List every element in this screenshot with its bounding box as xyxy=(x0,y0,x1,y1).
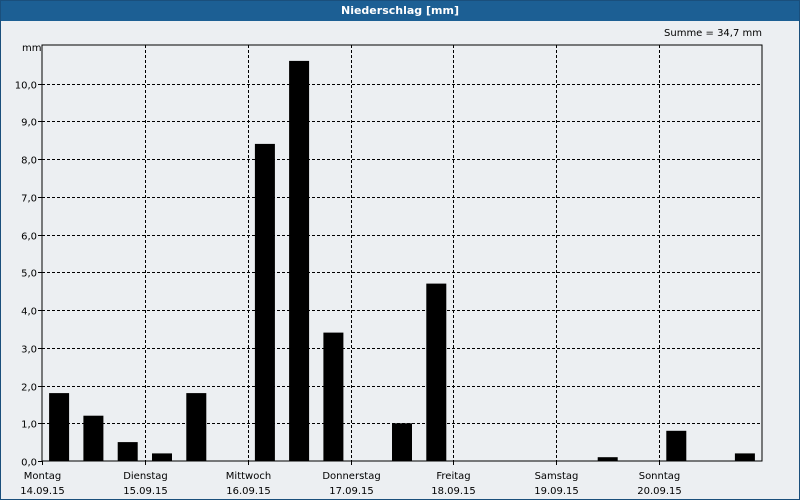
day-name-label: Samstag xyxy=(535,471,579,482)
precipitation-bar xyxy=(117,442,138,461)
y-tick-label: 6,0 xyxy=(21,232,37,243)
precipitation-bar xyxy=(254,143,275,461)
day-date-label: 18.09.15 xyxy=(431,486,476,497)
day-date-label: 14.09.15 xyxy=(20,486,65,497)
day-name-label: Freitag xyxy=(436,471,470,482)
y-tick-label: 2,0 xyxy=(21,383,37,394)
y-tick-label: 1,0 xyxy=(21,420,37,431)
x-axis: Montag 14.09.15 Dienstag 15.09.15 Mittwoch 16… xyxy=(20,461,682,497)
y-tick-label: 8,0 xyxy=(21,156,37,167)
chart-title: Niederschlag [mm] xyxy=(1,1,799,21)
precipitation-bar xyxy=(186,393,207,461)
y-tick-label: 10,0 xyxy=(15,81,37,92)
y-tick-label: 3,0 xyxy=(21,345,37,356)
y-tick-label: 9,0 xyxy=(21,118,37,129)
day-name-label: Montag xyxy=(24,471,61,482)
plot-border xyxy=(41,44,763,462)
precipitation-bar xyxy=(426,283,447,461)
y-tick-label: 5,0 xyxy=(21,269,37,280)
y-axis: 0,0 1,0 2,0 3,0 4,0 5,0 6,0 7,0 8,0 9,0 10,0 xyxy=(15,81,42,469)
day-name-label: Sonntag xyxy=(639,471,681,482)
precipitation-bar xyxy=(49,393,70,461)
day-date-label: 16.09.15 xyxy=(226,486,271,497)
y-tick-label: 0,0 xyxy=(21,458,37,469)
precipitation-bar xyxy=(83,415,104,461)
precipitation-bar xyxy=(597,457,618,461)
precipitation-bar xyxy=(734,453,755,461)
precipitation-bar xyxy=(392,423,412,462)
precipitation-bar xyxy=(323,332,344,461)
bars xyxy=(49,60,755,462)
day-name-label: Dienstag xyxy=(123,471,168,482)
y-unit-label: mm xyxy=(22,43,41,54)
day-date-label: 17.09.15 xyxy=(329,486,374,497)
day-date-label: 19.09.15 xyxy=(534,486,579,497)
precipitation-bar xyxy=(152,453,172,461)
day-name-label: Mittwoch xyxy=(226,471,271,482)
y-tick-label: 7,0 xyxy=(21,194,37,205)
precipitation-bar xyxy=(666,430,687,461)
precipitation-bar xyxy=(289,60,310,462)
y-tick-label: 4,0 xyxy=(21,307,37,318)
grid-lines xyxy=(42,45,762,461)
day-date-label: 15.09.15 xyxy=(123,486,168,497)
day-date-label: 20.09.15 xyxy=(637,486,682,497)
day-name-label: Donnerstag xyxy=(322,471,380,482)
sum-label: Summe = 34,7 mm xyxy=(664,28,762,39)
